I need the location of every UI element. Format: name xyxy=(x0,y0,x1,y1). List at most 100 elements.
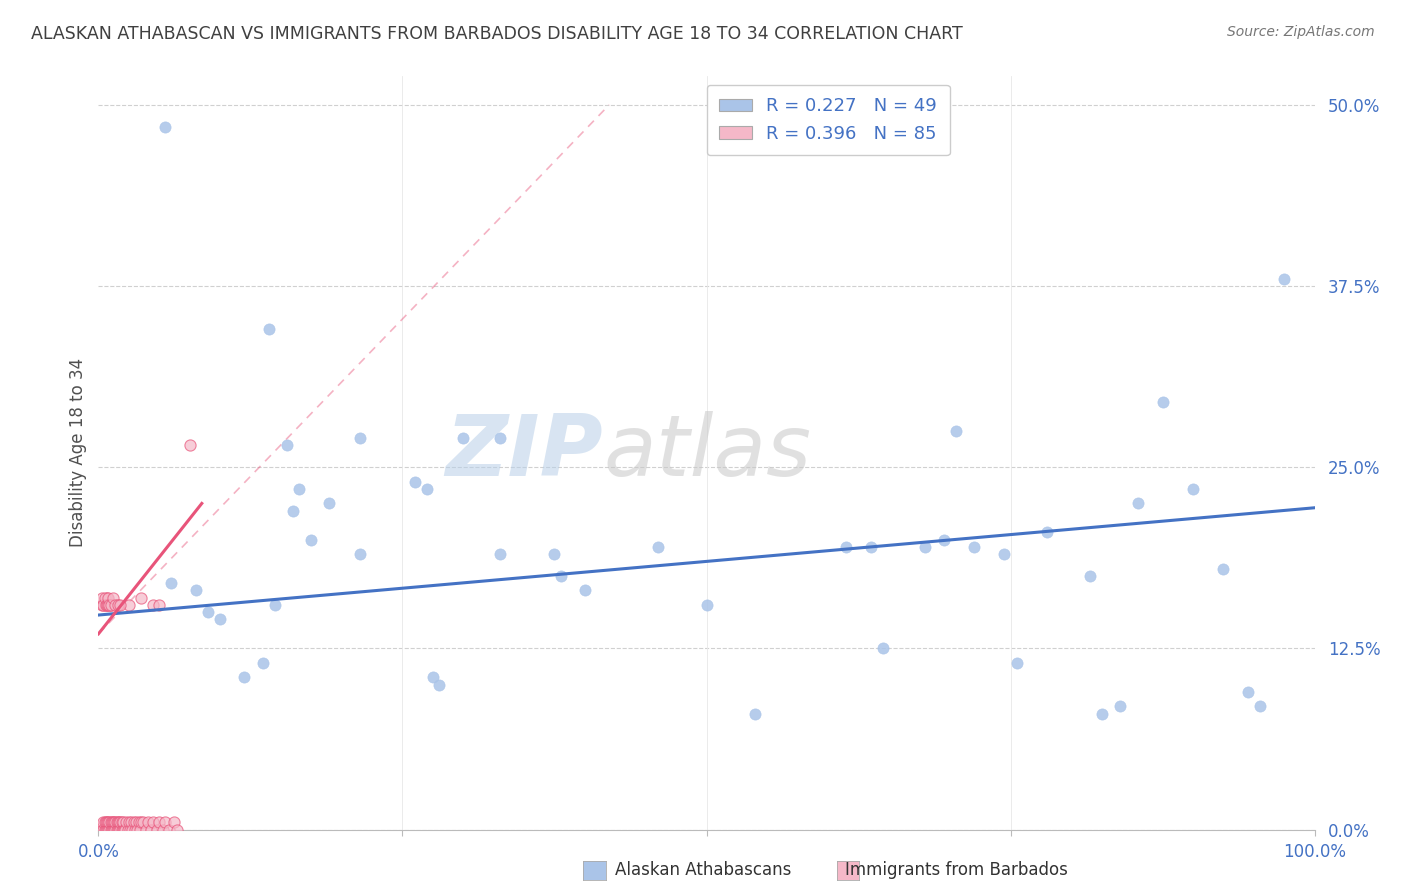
Point xyxy=(105,598,128,612)
Text: ZIP: ZIP xyxy=(446,411,603,494)
Point xyxy=(104,815,127,830)
Point xyxy=(1109,699,1132,714)
Point xyxy=(96,591,118,605)
Point xyxy=(101,822,124,837)
Point xyxy=(107,598,129,612)
Point xyxy=(128,822,150,837)
Point xyxy=(98,598,121,612)
Point xyxy=(427,678,450,692)
Point xyxy=(115,815,138,830)
Point xyxy=(103,815,125,830)
Y-axis label: Disability Age 18 to 34: Disability Age 18 to 34 xyxy=(69,358,87,548)
Point xyxy=(107,822,129,837)
Point xyxy=(1236,685,1258,699)
Point xyxy=(152,822,174,837)
Point xyxy=(111,822,134,837)
Point xyxy=(94,815,117,830)
Point xyxy=(859,540,882,554)
Point xyxy=(114,822,136,837)
Point xyxy=(117,822,139,837)
Point xyxy=(1128,496,1150,510)
Point xyxy=(157,822,180,837)
Point xyxy=(299,533,322,547)
Point xyxy=(1036,525,1059,540)
Point xyxy=(97,598,120,612)
Text: Alaskan Athabascans: Alaskan Athabascans xyxy=(614,861,792,879)
Point xyxy=(155,815,177,830)
Point xyxy=(488,547,510,561)
Point xyxy=(97,815,120,830)
Point xyxy=(647,540,669,554)
Point xyxy=(416,482,439,496)
Point xyxy=(257,322,280,336)
Point xyxy=(100,822,122,837)
Point xyxy=(148,815,170,830)
Point xyxy=(107,815,129,830)
Point xyxy=(118,598,141,612)
Point xyxy=(276,438,298,452)
Point xyxy=(108,815,131,830)
Point xyxy=(110,815,132,830)
Point xyxy=(184,583,207,598)
Point xyxy=(160,576,183,591)
Point xyxy=(281,503,304,517)
Text: Immigrants from Barbados: Immigrants from Barbados xyxy=(845,861,1067,879)
Point xyxy=(100,815,122,830)
Point xyxy=(105,822,128,837)
Point xyxy=(127,822,149,837)
Point xyxy=(94,822,117,837)
Point xyxy=(98,822,121,837)
Point xyxy=(91,598,114,612)
Point xyxy=(96,598,118,612)
Point xyxy=(696,598,718,612)
Point xyxy=(93,598,115,612)
Point xyxy=(118,815,141,830)
Point xyxy=(197,605,219,619)
Point xyxy=(111,815,134,830)
Point xyxy=(110,822,132,837)
Point xyxy=(543,547,565,561)
Point xyxy=(129,815,152,830)
Point xyxy=(101,815,124,830)
Point xyxy=(101,815,124,830)
Point xyxy=(1078,569,1101,583)
Point xyxy=(349,547,371,561)
Point xyxy=(108,822,131,837)
Point xyxy=(110,822,132,837)
Point xyxy=(488,431,510,445)
Point xyxy=(97,822,120,837)
Point xyxy=(148,598,170,612)
Point xyxy=(93,822,115,837)
Point xyxy=(105,815,128,830)
Point xyxy=(263,598,285,612)
Point xyxy=(91,822,114,837)
Point xyxy=(166,822,188,837)
Point xyxy=(288,482,311,496)
Legend: R = 0.227   N = 49, R = 0.396   N = 85: R = 0.227 N = 49, R = 0.396 N = 85 xyxy=(707,85,949,155)
Point xyxy=(163,815,186,830)
Point xyxy=(110,598,132,612)
Point xyxy=(98,815,121,830)
Point xyxy=(963,540,986,554)
Point xyxy=(146,822,169,837)
Point xyxy=(945,424,967,438)
Point xyxy=(91,591,114,605)
Point xyxy=(318,496,340,510)
Point xyxy=(932,533,955,547)
Point xyxy=(124,822,146,837)
Point xyxy=(101,591,124,605)
Point xyxy=(139,822,162,837)
Point xyxy=(121,822,143,837)
Point xyxy=(872,641,894,656)
Point xyxy=(574,583,596,598)
Text: ALASKAN ATHABASCAN VS IMMIGRANTS FROM BARBADOS DISABILITY AGE 18 TO 34 CORRELATI: ALASKAN ATHABASCAN VS IMMIGRANTS FROM BA… xyxy=(31,25,963,43)
Point xyxy=(1182,482,1205,496)
Point xyxy=(104,822,127,837)
Point xyxy=(914,540,936,554)
Point xyxy=(155,120,177,134)
Point xyxy=(142,598,165,612)
Point xyxy=(744,706,766,721)
Point xyxy=(349,431,371,445)
Point xyxy=(132,815,155,830)
Point xyxy=(142,815,165,830)
